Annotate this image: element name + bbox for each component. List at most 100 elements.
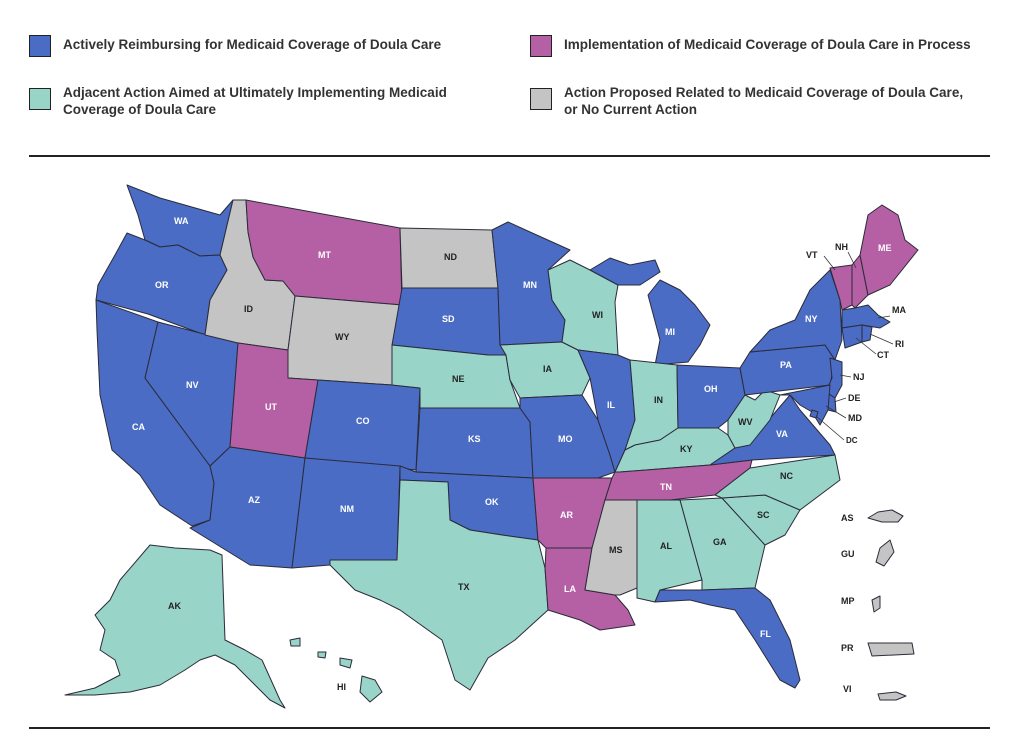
territory-GU[interactable] — [875, 539, 895, 567]
label-NV: NV — [186, 380, 199, 390]
state-WV[interactable] — [727, 389, 781, 449]
label-CO: CO — [356, 416, 370, 426]
label-GU: GU — [841, 549, 855, 559]
label-SC: SC — [757, 510, 770, 520]
label-IA: IA — [543, 364, 553, 374]
label-UT: UT — [265, 402, 277, 412]
label-VA: VA — [776, 429, 788, 439]
state-MA[interactable] — [841, 304, 891, 329]
territory-PR[interactable] — [867, 642, 915, 657]
state-ME[interactable] — [859, 204, 919, 296]
state-NY[interactable] — [749, 269, 843, 361]
label-VI: VI — [843, 684, 852, 694]
legend-label-adjacent: Adjacent Action Aimed at Ultimately Impl… — [63, 84, 447, 118]
label-NC: NC — [780, 471, 793, 481]
territory-MP[interactable] — [871, 595, 881, 613]
label-ID: ID — [244, 304, 254, 314]
label-MA: MA — [892, 305, 906, 315]
label-IN: IN — [654, 395, 663, 405]
legend-swatch-in-process — [530, 35, 552, 57]
label-AS: AS — [841, 513, 854, 523]
state-HI[interactable] — [359, 675, 383, 703]
state-CT[interactable] — [841, 324, 863, 349]
legend-label-adjacent-line1: Adjacent Action Aimed at Ultimately Impl… — [63, 85, 447, 100]
territory-AS[interactable] — [867, 509, 904, 523]
state-MO[interactable] — [519, 394, 616, 479]
label-VT: VT — [806, 250, 818, 260]
label-MI: MI — [665, 327, 675, 337]
top-divider — [29, 155, 990, 157]
label-OH: OH — [704, 384, 718, 394]
state-CO[interactable] — [304, 379, 421, 471]
state-RI[interactable] — [861, 324, 873, 343]
label-MP: MP — [841, 596, 855, 606]
label-AZ: AZ — [248, 495, 260, 505]
label-NM: NM — [340, 504, 354, 514]
label-WY: WY — [335, 332, 350, 342]
state-NH[interactable] — [851, 254, 869, 309]
label-NY: NY — [805, 314, 818, 324]
label-OK: OK — [485, 497, 499, 507]
legend-item-reimbursing: Actively Reimbursing for Medicaid Covera… — [29, 35, 441, 57]
label-NJ: NJ — [853, 372, 865, 382]
state-HI-4 — [289, 637, 301, 647]
label-MO: MO — [558, 434, 573, 444]
legend-label-proposed-line1: Action Proposed Related to Medicaid Cove… — [564, 85, 964, 100]
legend-item-in-process: Implementation of Medicaid Coverage of D… — [530, 35, 971, 57]
label-MN: MN — [523, 280, 537, 290]
state-HI-2 — [339, 657, 353, 669]
state-NC[interactable] — [714, 454, 841, 511]
legend-label-proposed: Action Proposed Related to Medicaid Cove… — [564, 84, 963, 118]
legend-swatch-adjacent — [29, 88, 51, 110]
state-VT[interactable] — [829, 264, 853, 311]
state-TX[interactable] — [329, 479, 549, 691]
label-CT: CT — [877, 350, 889, 360]
label-TN: TN — [660, 482, 672, 492]
label-NE: NE — [452, 374, 465, 384]
territory-VI[interactable] — [877, 691, 907, 701]
state-FL[interactable] — [654, 587, 801, 689]
label-CA: CA — [132, 422, 145, 432]
label-DE: DE — [848, 393, 861, 403]
label-OR: OR — [155, 280, 169, 290]
bottom-divider — [29, 727, 990, 729]
legend-item-adjacent: Adjacent Action Aimed at Ultimately Impl… — [29, 84, 447, 118]
label-WV: WV — [738, 417, 753, 427]
state-MI-UP — [589, 257, 661, 286]
state-HI-3 — [317, 651, 327, 659]
label-NH: NH — [835, 242, 848, 252]
label-KY: KY — [680, 444, 693, 454]
leader-lines — [815, 251, 894, 441]
label-IL: IL — [607, 400, 616, 410]
label-MT: MT — [318, 250, 331, 260]
label-AR: AR — [560, 510, 573, 520]
label-FL: FL — [760, 629, 771, 639]
label-WI: WI — [592, 310, 603, 320]
legend-label-adjacent-line2: Coverage of Doula Care — [63, 102, 217, 117]
label-DC: DC — [846, 436, 858, 445]
label-AL: AL — [660, 541, 672, 551]
legend-label-reimbursing: Actively Reimbursing for Medicaid Covera… — [63, 37, 442, 52]
label-PR: PR — [841, 643, 854, 653]
state-MI[interactable] — [647, 279, 711, 366]
legend-item-proposed: Action Proposed Related to Medicaid Cove… — [530, 84, 963, 118]
state-AK[interactable] — [64, 544, 286, 709]
label-KS: KS — [468, 434, 481, 444]
label-ME: ME — [878, 243, 892, 253]
state-labels: WA OR CA NV ID MT WY UT AZ NM CO ND SD N… — [132, 216, 906, 694]
label-GA: GA — [713, 537, 727, 547]
label-HI: HI — [337, 682, 346, 692]
legend-swatch-reimbursing — [29, 35, 51, 57]
label-PA: PA — [780, 360, 792, 370]
label-MS: MS — [609, 545, 623, 555]
legend-swatch-proposed — [530, 88, 552, 110]
label-LA: LA — [564, 584, 576, 594]
label-TX: TX — [458, 582, 470, 592]
legend-label-proposed-line2: or No Current Action — [564, 102, 697, 117]
label-WA: WA — [174, 216, 189, 226]
label-SD: SD — [442, 314, 455, 324]
label-RI: RI — [895, 339, 904, 349]
label-MD: MD — [848, 413, 862, 423]
label-ND: ND — [444, 252, 457, 262]
label-AK: AK — [168, 601, 181, 611]
